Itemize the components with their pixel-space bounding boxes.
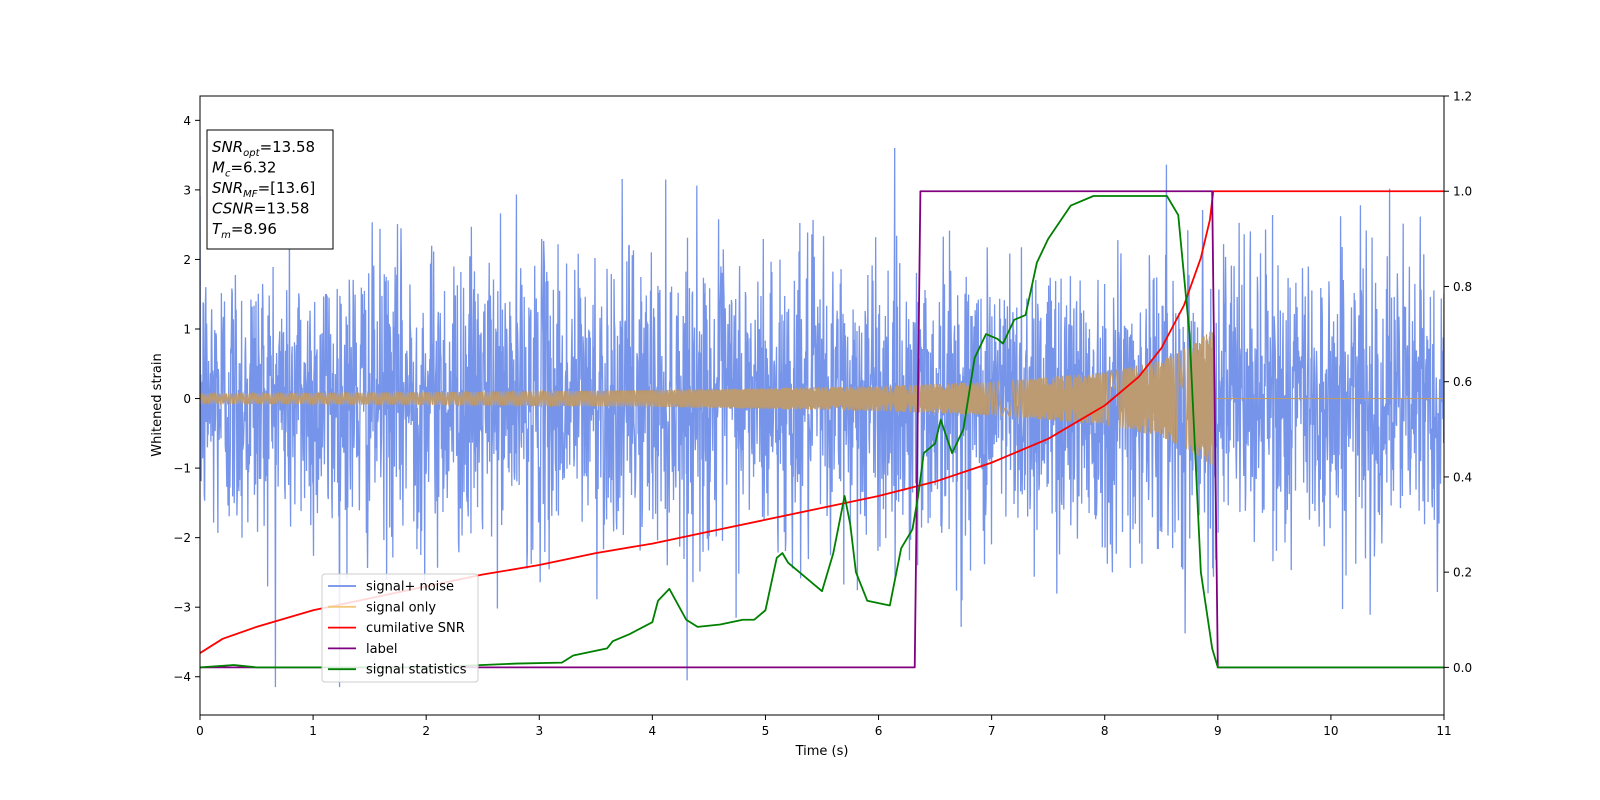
y2-tick-label: 0.0: [1453, 661, 1472, 675]
x-tick-label: 8: [1101, 724, 1109, 738]
x-tick-label: 10: [1323, 724, 1338, 738]
annotation-line: SNRopt=13.58: [212, 138, 315, 159]
legend-entry: signal only: [366, 600, 436, 615]
legend-entry: signal statistics: [366, 663, 467, 678]
legend-entry: signal+ noise: [366, 580, 454, 595]
series-signal-only: [200, 331, 1444, 466]
x-tick-label: 11: [1436, 724, 1451, 738]
legend: signal+ noise signal only cumilative SNR la…: [321, 573, 479, 683]
y-tick-label: −3: [173, 601, 191, 615]
x-tick-label: 1: [309, 724, 317, 738]
y2-tick-label: 1.2: [1453, 90, 1472, 104]
y-tick-label: 1: [183, 322, 191, 336]
y-tick-label: −1: [173, 462, 191, 476]
plot-frame: [199, 95, 1445, 716]
annotation-line: CSNR=13.58: [212, 200, 309, 218]
x-tick-label: 0: [196, 724, 204, 738]
y-axis: −4 −3 −2 −1 0 1 2 3 4: [173, 114, 200, 684]
x-tick-label: 3: [535, 724, 543, 738]
x-tick-label: 2: [422, 724, 430, 738]
x-axis: 0 1 2 3 4 5 6 7 8 9 10 11: [196, 715, 1452, 738]
y-tick-label: −2: [173, 531, 191, 545]
legend-entry: cumilative SNR: [366, 621, 465, 636]
y2-tick-label: 0.6: [1453, 375, 1472, 389]
annotation-box: SNRopt=13.58Mc=6.32SNRMF=[13.6]CSNR=13.5…: [206, 129, 334, 250]
y-tick-label: −4: [173, 670, 191, 684]
annotation-line: Tm=8.96: [212, 220, 277, 241]
annotation-line: Mc=6.32: [212, 159, 276, 180]
y2-tick-label: 0.8: [1453, 280, 1472, 294]
legend-entry: label: [366, 642, 397, 657]
series-signal-statistics: [200, 195, 1444, 669]
y-tick-label: 3: [183, 183, 191, 197]
x-tick-label: 6: [875, 724, 883, 738]
legend-frame: [321, 573, 479, 683]
x-tick-label: 9: [1214, 724, 1222, 738]
y2-tick-label: 0.2: [1453, 566, 1472, 580]
annotation-line: SNRMF=[13.6]: [212, 179, 315, 200]
y-axis-label: Whitened strain: [150, 353, 165, 456]
y-tick-label: 4: [183, 114, 191, 128]
x-tick-label: 5: [762, 724, 770, 738]
y2-axis: 0.0 0.2 0.4 0.6 0.8 1.0 1.2: [1444, 90, 1472, 675]
series-signal-noise: [200, 148, 1444, 688]
annotation-frame: [206, 129, 334, 250]
y2-tick-label: 0.4: [1453, 470, 1472, 484]
y2-tick-label: 1.0: [1453, 185, 1472, 199]
x-tick-label: 7: [988, 724, 996, 738]
x-tick-label: 4: [649, 724, 657, 738]
y-tick-label: 0: [183, 392, 191, 406]
y-tick-label: 2: [183, 253, 191, 267]
x-axis-label: Time (s): [795, 744, 849, 759]
